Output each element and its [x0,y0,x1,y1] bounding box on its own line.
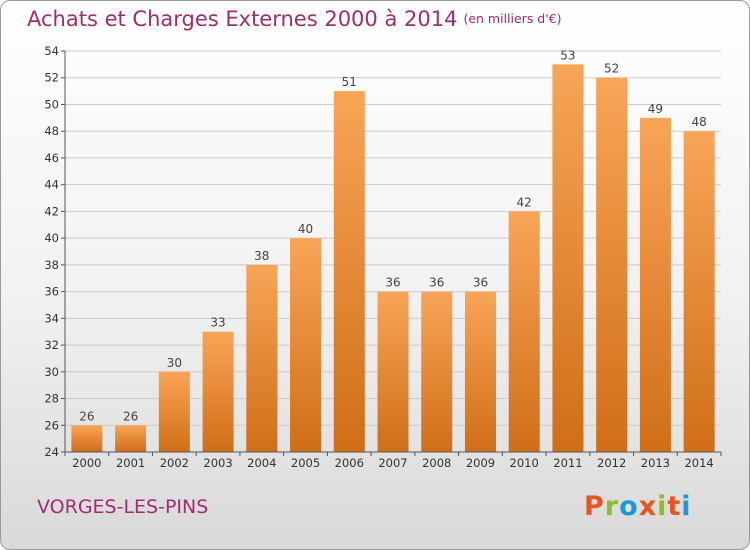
x-tick-label: 2012 [597,456,626,470]
y-tick-label: 38 [44,258,59,272]
bar [639,117,671,452]
logo-letter: x [638,491,658,522]
bar-value-label: 33 [210,316,225,330]
logo-letter: i [681,491,692,522]
y-tick-label: 28 [44,392,59,406]
y-tick-label: 32 [44,338,59,352]
x-tick-label: 2005 [291,456,320,470]
x-tick-label: 2009 [466,456,495,470]
y-tick-label: 42 [44,204,59,218]
x-tick-label: 2008 [422,456,451,470]
x-tick-label: 2010 [510,456,539,470]
x-tick-label: 2002 [160,456,189,470]
y-tick-label: 54 [44,44,59,58]
logo-letter: P [584,491,605,522]
commune-name: VORGES-LES-PINS [37,496,209,518]
bar-value-label: 53 [560,48,575,62]
y-tick-label: 40 [44,231,59,245]
bar-value-label: 26 [79,409,94,423]
bar-value-label: 38 [254,249,269,263]
bars: 26 26 30 33 38 40 51 36 36 36 42 53 52 49 48 [71,48,715,452]
bar-value-label: 42 [517,195,532,209]
y-tick-label: 30 [44,365,59,379]
bar [377,291,409,452]
logo-letter: t [667,491,682,522]
bar [333,91,365,452]
bar [596,77,628,452]
bar-value-label: 52 [604,62,619,76]
x-tick-label: 2013 [641,456,670,470]
x-tick-label: 2000 [72,456,101,470]
x-tick-label: 2007 [378,456,407,470]
bar [683,131,715,452]
bar [290,238,322,452]
bar-value-label: 30 [167,356,182,370]
x-tick-label: 2011 [553,456,582,470]
logo-letter: o [619,491,639,522]
x-tick-label: 2014 [684,456,713,470]
x-tick-label: 2006 [335,456,364,470]
bar [246,264,278,452]
bar-value-label: 51 [342,75,357,89]
bar-value-label: 36 [385,276,400,290]
bar [202,331,234,452]
y-tick-label: 34 [44,311,59,325]
bar [115,425,147,452]
y-tick-label: 24 [44,445,59,459]
bar [508,211,540,452]
bar-value-label: 49 [648,102,663,116]
y-tick-label: 46 [44,151,59,165]
x-tick-label: 2003 [203,456,232,470]
y-tick-label: 52 [44,71,59,85]
bar [552,64,584,452]
y-tick-label: 44 [44,178,59,192]
logo-letter: i [657,491,668,522]
chart-title: Achats et Charges Externes 2000 à 2014 (e… [27,7,562,31]
x-tick-label: 2004 [247,456,276,470]
y-tick-label: 48 [44,124,59,138]
bar-value-label: 36 [473,276,488,290]
bar-value-label: 40 [298,222,313,236]
y-tick-label: 50 [44,97,59,111]
y-tick-label: 36 [44,285,59,299]
bar [71,425,103,452]
bar [421,291,453,452]
chart-title-text: Achats et Charges Externes 2000 à 2014 [27,7,458,31]
chart-unit: (en milliers d'€) [463,11,562,26]
logo-letter: r [604,491,620,522]
bar-value-label: 48 [691,115,706,129]
x-tick-label: 2001 [116,456,145,470]
y-tick-label: 26 [44,418,59,432]
bar-value-label: 36 [429,276,444,290]
bar [158,371,190,452]
y-axis: 24 26 28 30 32 34 36 38 40 42 44 46 48 50 52 54 [44,44,66,459]
x-axis: 2000 2001 2002 2003 2004 2005 2006 2007 2008 2009… [64,451,722,470]
bar-value-label: 26 [123,409,138,423]
proxiti-logo[interactable]: Proxiti [584,491,692,522]
bar [464,291,496,452]
